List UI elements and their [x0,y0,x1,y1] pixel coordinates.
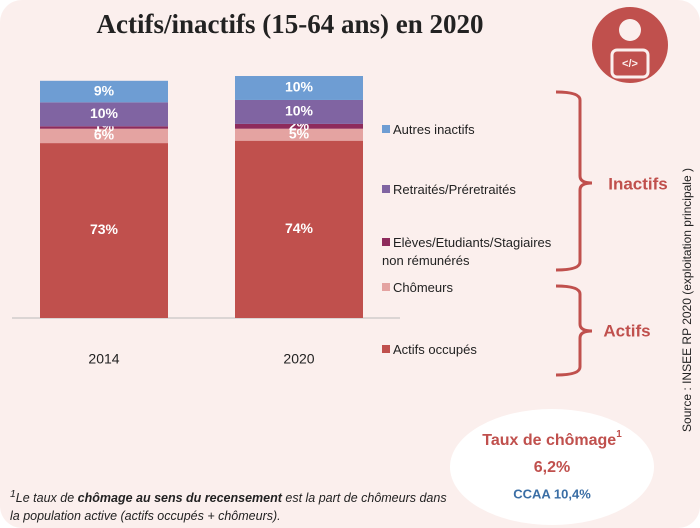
icon-head [619,19,641,41]
legend-swatch [382,345,390,353]
group-label: Inactifs [608,174,668,193]
legend-label: Elèves/Etudiants/Stagiaires non rémunéré… [382,235,552,268]
legend-swatch [382,125,390,133]
value-label: 5% [289,125,310,141]
legend-item: Chômeurs [382,279,560,297]
legend-label: Actifs occupés [393,342,477,357]
value-label: 74% [285,220,314,236]
bar-segment [40,128,168,144]
chart-title: Actifs/inactifs (15-64 ans) en 2020 [97,9,484,39]
bar-segment [235,76,363,100]
legend-item: Actifs occupés [382,341,560,359]
legend-label: Chômeurs [393,280,453,295]
footnote: 1Le taux de chômage au sens du recenseme… [10,486,450,525]
value-label: 6% [94,127,115,143]
legend-swatch [382,185,390,193]
footnote-text: Le taux de [15,491,78,506]
bar-segment [235,140,363,318]
source: Source : INSEE RP 2020 (exploitation pri… [680,168,694,432]
bar-segment [40,102,168,127]
value-label: 10% [285,103,314,119]
icon-screen [610,48,650,79]
highlight-title: Taux de chômage1 [482,429,622,450]
legend-item: Retraités/Préretraités [382,181,560,199]
legend-swatch [382,283,390,291]
bar-segment [235,99,363,124]
bar-segment [40,143,168,318]
footnote-text: est la part de chômeurs dans la populati… [10,491,447,524]
icon-code: </> [622,58,638,70]
legend-label: Autres inactifs [393,122,475,137]
value-label: 73% [90,221,119,237]
legend-item: Autres inactifs [382,121,560,139]
note-mark: 1 [616,429,622,440]
brace-actifs [555,284,593,377]
highlight-comparison: CCAA 10,4% [513,486,591,501]
x-tick-label: 2014 [88,351,119,367]
bar-segment [235,128,363,141]
highlight-value: 6,2% [534,459,570,476]
footnote-bold: chômage au sens du recensement [77,491,282,506]
group-label: Actifs [603,321,650,340]
legend-item: Elèves/Etudiants/Stagiaires non rémunéré… [382,234,560,270]
brace-inactifs [555,90,593,272]
bar-segment [40,80,168,103]
value-label: 10% [285,79,314,95]
note-mark: 1 [10,489,16,500]
value-label: 9% [94,82,115,98]
bar-segment [40,126,168,129]
legend-label: Retraités/Préretraités [393,182,516,197]
highlight-bg [450,409,654,525]
legend-swatch [382,238,390,246]
bar-segment [235,123,363,129]
value-label: 10% [90,105,119,121]
x-tick-label: 2020 [283,351,314,367]
highlight-title-text: Taux de chômage [482,432,616,449]
